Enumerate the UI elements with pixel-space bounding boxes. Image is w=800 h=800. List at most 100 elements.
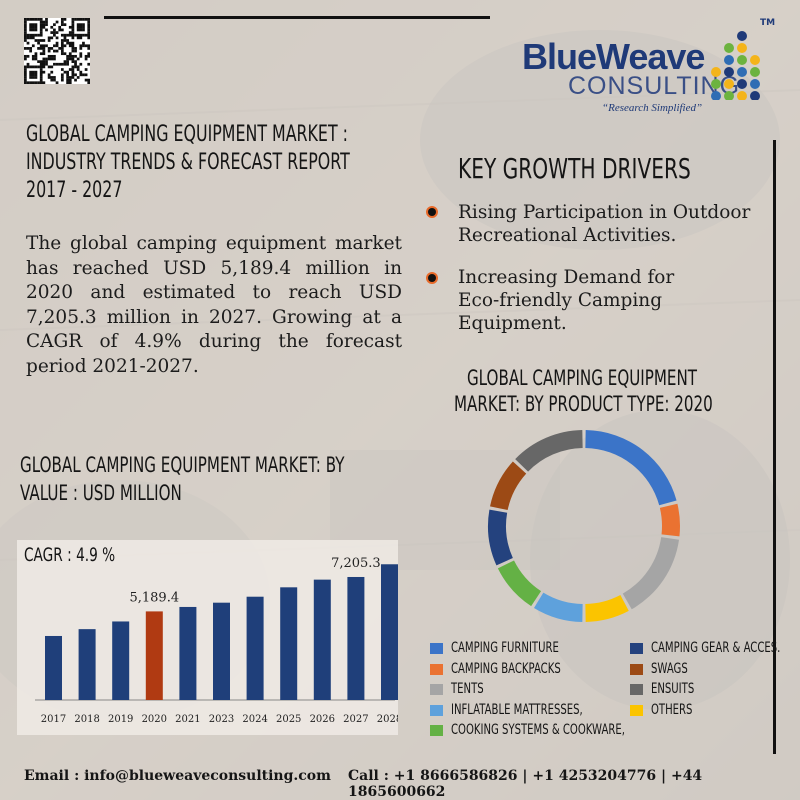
donut-slice-tents [622,537,680,610]
qr-module [47,76,51,79]
qr-module [34,25,38,29]
qr-module [87,62,90,66]
qr-module [50,57,54,61]
logo-dot [737,79,747,89]
pie-chart-title: GLOBAL CAMPING EQUIPMENT MARKET: BY PROD… [454,365,713,417]
qr-module [37,41,40,45]
qr-module [74,62,77,66]
qr-module [71,60,75,63]
qr-module [87,20,90,24]
qr-module [71,49,75,53]
logo-dot [711,91,721,100]
qr-module [84,68,88,71]
qr-module [63,62,67,66]
pie-title-line: MARKET: BY PRODUCT TYPE: 2020 [454,392,713,416]
qr-module [68,41,72,45]
qr-module [31,70,35,74]
qr-module [39,68,43,71]
qr-module [79,52,83,56]
qr-module [50,54,54,58]
qr-module [45,57,48,61]
qr-module [66,81,69,84]
qr-module [29,65,33,69]
footer-phone[interactable]: Call : +1 8666586826 | +1 4253204776 | +… [348,768,703,800]
donut-slice-camping-gear-acces- [487,509,513,566]
qr-module [39,76,43,79]
legend-label: TENTS [451,681,484,697]
qr-code[interactable] [24,18,90,84]
x-tick-label: 2028 [377,714,398,725]
qr-module [42,81,46,84]
x-tick-label: 2027 [343,714,368,725]
qr-module [42,49,46,53]
qr-module [26,47,30,50]
qr-module [76,25,80,29]
qr-module [24,81,27,84]
qr-module [50,25,54,29]
qr-module [24,68,27,71]
x-tick-label: 2020 [142,714,167,725]
qr-module [87,52,90,56]
qr-module [74,54,77,58]
bar-2026 [313,579,331,700]
qr-module [45,18,48,21]
qr-module [60,28,64,32]
qr-module [42,62,46,66]
qr-module [39,28,43,32]
pie-legend: CAMPING FURNITURE CAMPING BACKPACKS TENTS I… [430,640,780,745]
qr-module [60,68,64,71]
qr-module [68,81,72,84]
qr-module [37,39,40,42]
qr-module [71,47,75,50]
qr-module [71,23,75,27]
qr-module [74,78,77,82]
qr-module [79,47,83,50]
qr-module [55,49,59,53]
qr-module [66,78,69,82]
qr-module [31,44,35,48]
qr-module [74,73,77,77]
legend-label: CAMPING FURNITURE [451,640,559,656]
pie-title-line: GLOBAL CAMPING EQUIPMENT [466,366,698,390]
qr-module [39,25,43,29]
legend-label: CAMPING BACKPACKS [451,660,561,677]
qr-module [31,57,35,61]
qr-module [84,78,88,82]
qr-module [87,28,90,32]
qr-module [79,70,83,74]
qr-module [34,65,38,69]
qr-module [45,44,48,48]
qr-module [60,18,64,21]
qr-module [71,41,75,45]
donut-slice-camping-backpacks [659,503,681,537]
qr-module [63,23,67,27]
qr-module [87,25,90,29]
qr-module [71,28,75,32]
footer-email[interactable]: Email : info@blueweaveconsulting.com [24,768,331,784]
qr-module [71,68,75,71]
report-title-line: 2017 - 2027 [26,178,123,203]
qr-module [29,49,33,53]
qr-module [53,54,56,58]
logo-dot [737,67,747,77]
qr-module [34,39,38,42]
qr-module [87,31,90,34]
qr-module [45,62,48,66]
qr-module [53,57,56,61]
logo-dot [737,31,747,41]
bar-2020 [145,611,163,700]
qr-module [42,44,46,48]
qr-module [60,23,64,27]
qr-module [79,44,83,48]
qr-module [71,18,75,21]
qr-module [37,47,40,50]
qr-module [53,28,56,32]
donut-slice-ensuits [515,430,583,472]
qr-module [87,54,90,58]
qr-module [82,33,85,37]
legend-swatch [430,684,443,695]
qr-module [87,47,90,50]
qr-module [76,18,80,21]
qr-module [53,23,56,27]
qr-module [60,78,64,82]
